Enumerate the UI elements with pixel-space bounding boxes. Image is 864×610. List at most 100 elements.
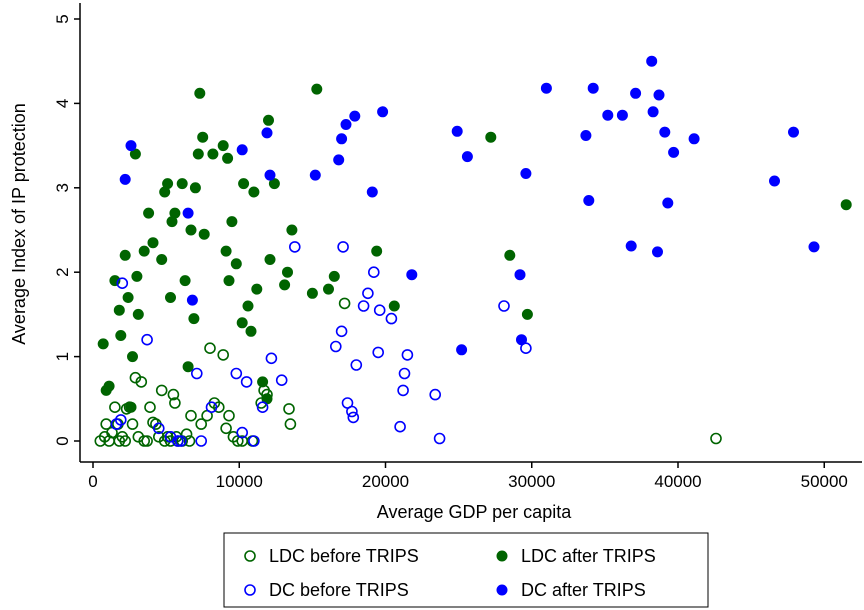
data-point xyxy=(162,178,174,190)
data-point xyxy=(125,140,137,152)
series-1 xyxy=(97,83,852,413)
data-point xyxy=(279,279,291,291)
data-point xyxy=(127,351,138,363)
data-point xyxy=(264,169,276,181)
data-point xyxy=(397,384,409,397)
data-point xyxy=(808,241,820,253)
legend-items: LDC before TRIPS LDC after TRIPS DC before… xyxy=(244,546,656,600)
data-point xyxy=(347,411,360,424)
data-point xyxy=(156,254,168,265)
data-point xyxy=(116,277,129,290)
data-point xyxy=(520,342,532,355)
data-point xyxy=(119,435,131,447)
data-point xyxy=(349,110,361,122)
data-point xyxy=(630,87,642,99)
data-point xyxy=(668,146,680,158)
data-point xyxy=(230,258,242,270)
data-point xyxy=(119,173,131,185)
data-point xyxy=(195,435,207,447)
data-point xyxy=(185,224,197,236)
data-point xyxy=(242,300,254,312)
data-point xyxy=(248,186,260,198)
data-point xyxy=(338,297,351,310)
data-point xyxy=(646,55,658,67)
data-point xyxy=(514,269,526,281)
series-3 xyxy=(119,55,820,356)
data-point xyxy=(340,119,352,130)
data-points xyxy=(94,55,852,447)
data-point xyxy=(377,106,389,118)
data-point xyxy=(388,300,400,312)
data-point xyxy=(245,325,257,337)
y-tick-label: 3 xyxy=(53,183,72,192)
x-axis-label: Average GDP per capita xyxy=(377,502,572,522)
data-point xyxy=(328,270,340,282)
data-point xyxy=(688,133,700,145)
x-tick-label: 10000 xyxy=(216,472,263,491)
y-tick-label: 2 xyxy=(53,267,72,276)
data-point xyxy=(769,175,780,187)
data-point xyxy=(169,207,181,219)
axes: 0 10000 20000 30000 40000 50000 0 1 2 3 4 5 xyxy=(53,3,862,491)
data-point xyxy=(248,435,260,447)
data-point xyxy=(653,89,665,101)
data-point xyxy=(429,388,442,401)
data-point xyxy=(311,83,323,95)
x-ticks: 0 10000 20000 30000 40000 50000 xyxy=(88,462,848,491)
data-point xyxy=(335,325,348,338)
data-point xyxy=(165,292,176,303)
data-point xyxy=(346,405,358,418)
data-point xyxy=(185,409,197,422)
data-point xyxy=(169,397,181,409)
data-point xyxy=(226,216,238,228)
data-point xyxy=(309,169,321,181)
data-point xyxy=(236,426,248,439)
data-point xyxy=(103,380,115,392)
data-point xyxy=(286,224,298,236)
data-point xyxy=(182,361,194,373)
data-point xyxy=(207,148,219,160)
data-point xyxy=(263,114,274,126)
y-ticks: 0 1 2 3 4 5 xyxy=(53,14,80,446)
data-point xyxy=(257,376,269,388)
legend-label: DC after TRIPS xyxy=(521,580,646,600)
data-point xyxy=(113,304,125,316)
legend-box xyxy=(223,532,709,608)
data-point xyxy=(456,344,468,356)
y-tick-label: 4 xyxy=(53,99,72,108)
data-point xyxy=(616,109,628,121)
y-tick-label: 5 xyxy=(53,14,72,23)
data-point xyxy=(191,367,203,380)
legend: LDC before TRIPS LDC after TRIPS DC before… xyxy=(223,532,709,608)
data-point xyxy=(129,148,141,160)
data-point xyxy=(329,340,342,353)
data-point xyxy=(144,401,156,414)
data-point xyxy=(126,418,139,430)
data-point xyxy=(182,207,194,219)
data-point xyxy=(147,237,159,249)
data-point xyxy=(167,388,180,401)
data-point xyxy=(223,409,235,422)
data-point xyxy=(516,334,527,346)
data-point xyxy=(602,109,614,121)
data-point xyxy=(175,435,187,447)
data-point xyxy=(282,266,293,278)
data-point xyxy=(710,432,722,445)
x-tick-label: 40000 xyxy=(654,472,701,491)
data-point xyxy=(350,359,363,371)
data-point xyxy=(138,245,150,257)
data-point xyxy=(236,144,248,156)
data-point xyxy=(220,422,232,435)
data-point xyxy=(371,245,383,257)
data-point xyxy=(223,275,235,287)
data-point xyxy=(119,249,131,261)
data-point xyxy=(198,228,210,240)
data-point xyxy=(186,294,198,306)
legend-marker xyxy=(496,550,508,562)
data-point xyxy=(135,376,148,388)
data-point xyxy=(333,154,345,166)
data-point xyxy=(520,168,532,179)
data-point xyxy=(540,82,552,94)
data-point xyxy=(256,401,269,414)
